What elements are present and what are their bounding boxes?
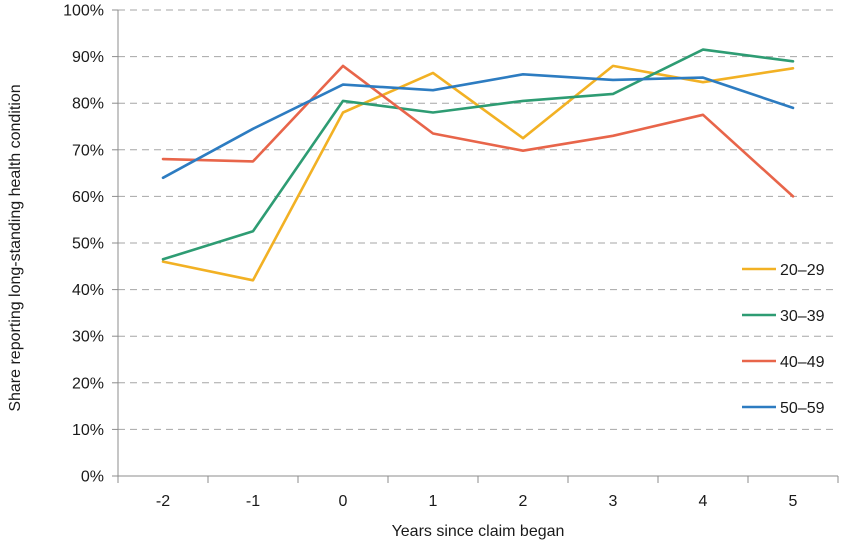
- x-tick-label: 2: [519, 493, 528, 510]
- legend-label: 50–59: [780, 400, 825, 417]
- y-tick-label: 100%: [63, 3, 104, 20]
- y-tick-label: 60%: [72, 189, 104, 206]
- x-axis-title: Years since claim began: [392, 523, 565, 540]
- legend-label: 20–29: [780, 262, 825, 279]
- y-tick-label: 50%: [72, 236, 104, 253]
- x-tick-label: 1: [429, 493, 438, 510]
- legend: 20–29 30–39 40–49 50–59: [742, 262, 825, 417]
- x-tick-label: 0: [339, 493, 348, 510]
- legend-label: 30–39: [780, 308, 825, 325]
- y-axis-title: Share reporting long-standing health con…: [7, 84, 24, 411]
- series-line: [161, 64, 795, 198]
- grid: [118, 9, 838, 430]
- series-line: [161, 64, 795, 282]
- y-tick-label: 10%: [72, 422, 104, 439]
- y-tick-label: 80%: [72, 96, 104, 113]
- series-lines: [161, 48, 795, 282]
- y-tick-label: 20%: [72, 375, 104, 392]
- x-tick-label: 4: [699, 493, 708, 510]
- x-tick-label: 5: [789, 493, 798, 510]
- y-tick-label: 40%: [72, 282, 104, 299]
- series-line: [161, 73, 795, 180]
- y-tick-label: 90%: [72, 49, 104, 66]
- y-tick-label: 30%: [72, 329, 104, 346]
- legend-label: 40–49: [780, 354, 825, 371]
- y-tick-label: 70%: [72, 142, 104, 159]
- y-tick-label: 0%: [81, 469, 104, 486]
- series-line: [161, 48, 795, 261]
- x-tick-label: -2: [156, 493, 170, 510]
- x-tick-label: -1: [246, 493, 260, 510]
- x-tick-label: 3: [609, 493, 618, 510]
- axes: 0% 10% 20% 30% 40% 50% 60% 70% 80% 90% 100% -2 -1 0 1 2…: [63, 3, 839, 510]
